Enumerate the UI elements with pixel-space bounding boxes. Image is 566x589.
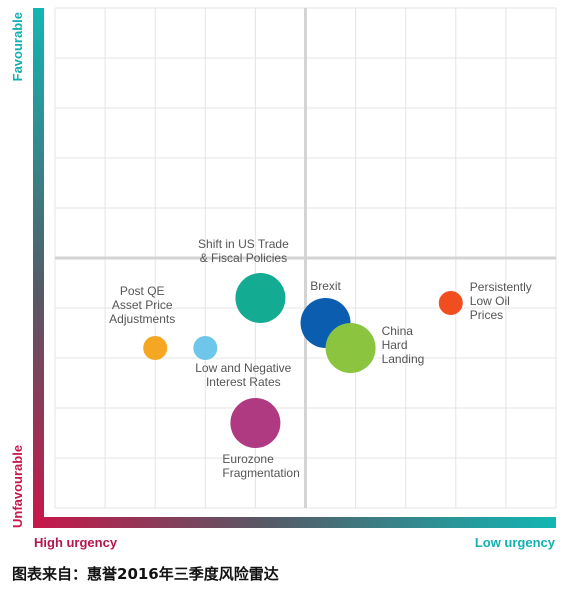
bubble-label: & Fiscal Policies: [200, 251, 287, 265]
bubble-point: [193, 336, 218, 360]
bubble-point: [325, 323, 376, 373]
bubble-label: Hard: [382, 338, 408, 352]
risk-radar-chart: Favourable Unfavourable High urgency Low…: [10, 7, 557, 550]
bubble-label: Landing: [382, 352, 425, 366]
bubble-label: Interest Rates: [206, 375, 281, 389]
x-axis-label-right: Low urgency: [475, 535, 556, 550]
data-points: [143, 273, 463, 448]
bubble-point: [230, 398, 281, 448]
y-axis-label-bottom: Unfavourable: [10, 445, 25, 528]
y-axis-label-top: Favourable: [10, 12, 25, 81]
bubble-label: Low and Negative: [195, 361, 291, 375]
bubble-label: Asset Price: [112, 298, 173, 312]
bubble-label: Persistently: [470, 280, 532, 294]
bubble-point: [438, 291, 463, 315]
bubble-label: Shift in US Trade: [198, 237, 289, 251]
bubble-label: Low Oil: [470, 294, 510, 308]
bubble-label: Prices: [470, 308, 503, 322]
bubble-label: China: [382, 324, 414, 338]
bubble-label: Adjustments: [109, 312, 175, 326]
y-axis-bar: [33, 8, 44, 524]
bubble-point: [235, 273, 286, 323]
bubble-label: Fragmentation: [222, 466, 299, 480]
x-axis-label-left: High urgency: [34, 535, 118, 550]
x-axis-bar: [33, 517, 556, 528]
bubble-label: Eurozone: [222, 452, 274, 466]
figure-caption: 图表来自：惠誉2016年三季度风险雷达: [12, 565, 279, 583]
bubble-label: Brexit: [310, 279, 341, 293]
bubble-point: [143, 336, 168, 360]
bubble-label: Post QE: [120, 284, 165, 298]
quadrant-dividers: [55, 8, 556, 508]
